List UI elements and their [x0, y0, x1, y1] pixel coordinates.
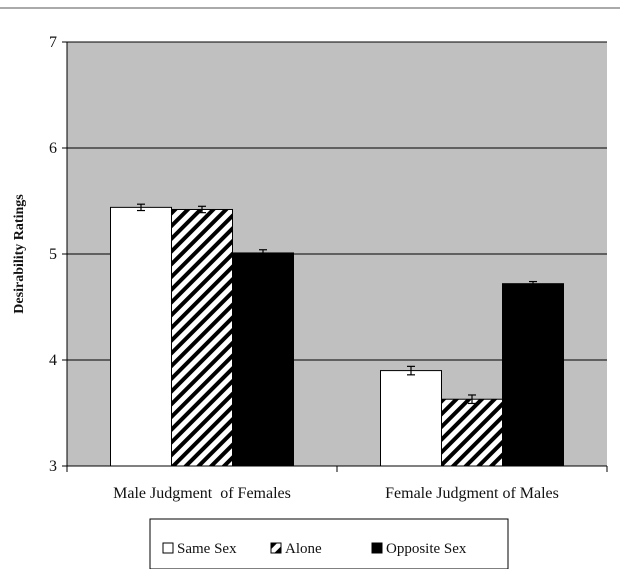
category-label: Male Judgment of Females [113, 485, 291, 502]
legend-label: Opposite Sex [386, 541, 467, 557]
legend-swatch-same-sex [162, 542, 174, 554]
legend-box [149, 518, 509, 569]
bar-opposite-sex [502, 283, 564, 467]
legend: Same Sex Alone Opposite Sex [149, 518, 509, 569]
legend-label: Alone [285, 541, 322, 557]
bar-same-sex [110, 206, 172, 467]
y-tick-label: 3 [49, 458, 57, 475]
bars [110, 206, 564, 467]
y-axis-ticks: 3 4 5 6 7 [49, 34, 67, 475]
error-bars [137, 203, 537, 405]
y-tick-label: 6 [49, 140, 57, 157]
category-labels: Male Judgment of Females Female Judgment … [113, 485, 559, 502]
y-tick-label: 7 [49, 34, 57, 51]
y-tick-label: 4 [49, 352, 57, 369]
bar-same-sex [380, 370, 442, 467]
bar-alone [171, 208, 233, 467]
legend-label: Same Sex [177, 541, 237, 557]
x-axis-ticks [66, 466, 608, 472]
bar-opposite-sex [232, 252, 294, 467]
category-label: Female Judgment of Males [385, 485, 559, 502]
legend-swatch-alone [270, 542, 282, 554]
y-tick-label: 5 [49, 246, 57, 263]
y-axis-title: Desirability Ratings [12, 194, 27, 314]
legend-swatch-opposite-sex [371, 542, 383, 554]
bar-alone [441, 398, 503, 467]
